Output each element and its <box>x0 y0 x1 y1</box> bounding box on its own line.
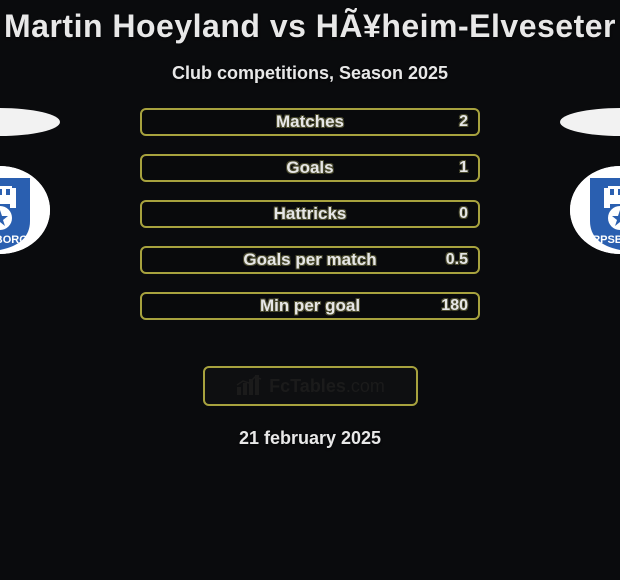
stat-label: Goals <box>286 158 333 178</box>
club-crest-icon: RPSBORG <box>570 166 620 254</box>
stats-area: RPSBORG RPSBORG Matches 2 <box>0 108 620 338</box>
club-crest-icon: RPSBORG <box>0 166 50 254</box>
stat-label: Goals per match <box>243 250 376 270</box>
page-title: Martin Hoeyland vs HÃ¥heim-Elveseter <box>0 8 620 45</box>
stat-bar: Matches 2 <box>140 108 480 136</box>
stat-value: 180 <box>441 297 468 315</box>
stat-bar: Goals 1 <box>140 154 480 182</box>
player-flag-left <box>0 108 60 136</box>
player-flag-right <box>560 108 620 136</box>
stat-label: Hattricks <box>274 204 347 224</box>
date-text: 21 february 2025 <box>0 428 620 449</box>
stat-bars: Matches 2 Goals 1 Hattricks 0 Goals per … <box>140 108 480 320</box>
stat-bar: Min per goal 180 <box>140 292 480 320</box>
stat-value: 0.5 <box>446 251 468 269</box>
club-badge-right: RPSBORG <box>570 166 620 254</box>
bar-chart-icon <box>235 375 263 397</box>
brand-name: FcTables.com <box>269 376 385 397</box>
subtitle: Club competitions, Season 2025 <box>0 63 620 84</box>
brand-plaque[interactable]: FcTables.com <box>203 366 418 406</box>
svg-text:RPSBORG: RPSBORG <box>592 234 620 246</box>
stat-value: 0 <box>459 205 468 223</box>
stat-value: 2 <box>459 113 468 131</box>
stat-value: 1 <box>459 159 468 177</box>
comparison-card: Martin Hoeyland vs HÃ¥heim-Elveseter Clu… <box>0 0 620 449</box>
svg-text:RPSBORG: RPSBORG <box>0 234 28 246</box>
stat-bar: Hattricks 0 <box>140 200 480 228</box>
club-badge-left: RPSBORG <box>0 166 50 254</box>
stat-label: Min per goal <box>260 296 360 316</box>
stat-label: Matches <box>276 112 344 132</box>
stat-bar: Goals per match 0.5 <box>140 246 480 274</box>
